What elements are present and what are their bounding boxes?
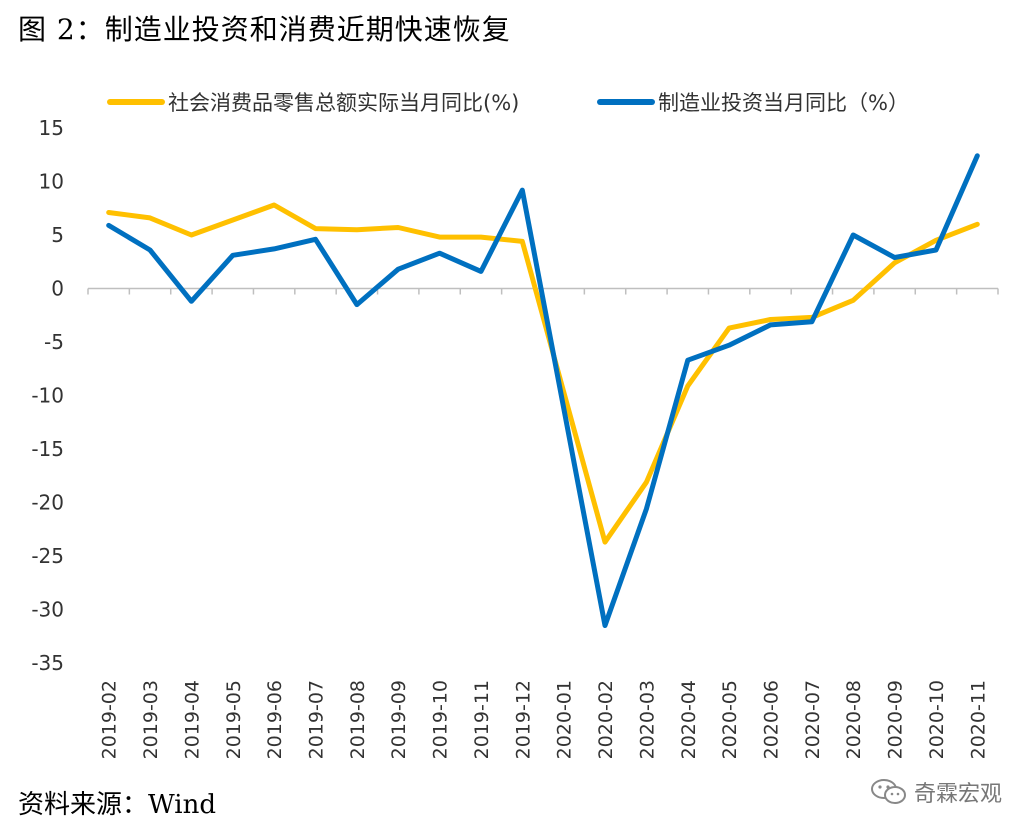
y-tick-label: -15 [31, 437, 64, 461]
x-tick-label: 2020-08 [843, 680, 865, 759]
x-axis: 2019-02 2019-03 2019-04 2019-05 2019-06 2019-… [87, 287, 999, 759]
wechat-icon [870, 779, 906, 804]
x-tick-label: 2019-09 [388, 680, 410, 759]
y-tick-label: -5 [44, 330, 64, 354]
y-tick-label: -25 [31, 544, 64, 568]
y-tick-label: 5 [51, 223, 64, 247]
x-tick-label: 2020-02 [595, 680, 617, 759]
watermark: 奇霖宏观 [870, 776, 1002, 808]
series-lines [106, 153, 980, 628]
x-tick-label: 2019-10 [430, 680, 452, 759]
x-tick-label: 2020-05 [719, 680, 741, 759]
x-tick-label: 2019-12 [512, 680, 534, 759]
y-tick-label: -20 [31, 491, 64, 515]
x-tick-label: 2019-02 [99, 680, 121, 759]
y-tick-label: -30 [31, 598, 64, 622]
x-tick-label: 2019-05 [223, 680, 245, 759]
y-tick-label: 15 [39, 116, 64, 140]
x-tick-label: 2020-03 [636, 680, 658, 759]
x-tick-label: 2020-07 [802, 680, 824, 759]
x-tick-label: 2020-01 [554, 680, 576, 759]
page-title: 图 2：制造业投资和消费近期快速恢复 [18, 13, 511, 46]
source-note: 资料来源：Wind [18, 790, 216, 820]
chart-legend: 社会消费品零售总额实际当月同比(%) 制造业投资当月同比（%） [107, 91, 909, 115]
series-line-2 [106, 153, 980, 628]
x-tick-label: 2019-04 [181, 680, 203, 759]
x-tick-label: 2020-11 [967, 680, 989, 759]
y-tick-label: -35 [31, 651, 64, 675]
y-tick-label: -10 [31, 384, 64, 408]
x-tick-label: 2020-04 [678, 680, 700, 759]
y-tick-label: 10 [39, 170, 64, 194]
x-tick-label: 2020-10 [926, 680, 948, 759]
x-tick-label: 2019-07 [306, 680, 328, 759]
x-tick-label: 2019-11 [471, 680, 493, 759]
x-tick-label: 2019-06 [264, 680, 286, 759]
watermark-text: 奇霖宏观 [913, 782, 1002, 807]
legend-label-2: 制造业投资当月同比（%） [658, 91, 909, 115]
legend-label-1: 社会消费品零售总额实际当月同比(%) [168, 91, 519, 115]
x-tick-label: 2020-06 [761, 680, 783, 759]
x-tick-label: 2019-08 [347, 680, 369, 759]
x-tick-label: 2020-09 [885, 680, 907, 759]
series-line-1 [106, 202, 980, 545]
x-tick-label: 2019-03 [140, 680, 162, 759]
y-axis: 15 10 5 0 -5 -10 -15 -20 -25 -30 -35 [31, 116, 64, 675]
y-tick-label: 0 [51, 277, 64, 301]
